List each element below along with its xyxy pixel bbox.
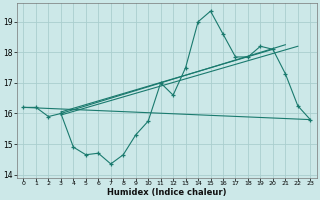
- X-axis label: Humidex (Indice chaleur): Humidex (Indice chaleur): [107, 188, 227, 197]
